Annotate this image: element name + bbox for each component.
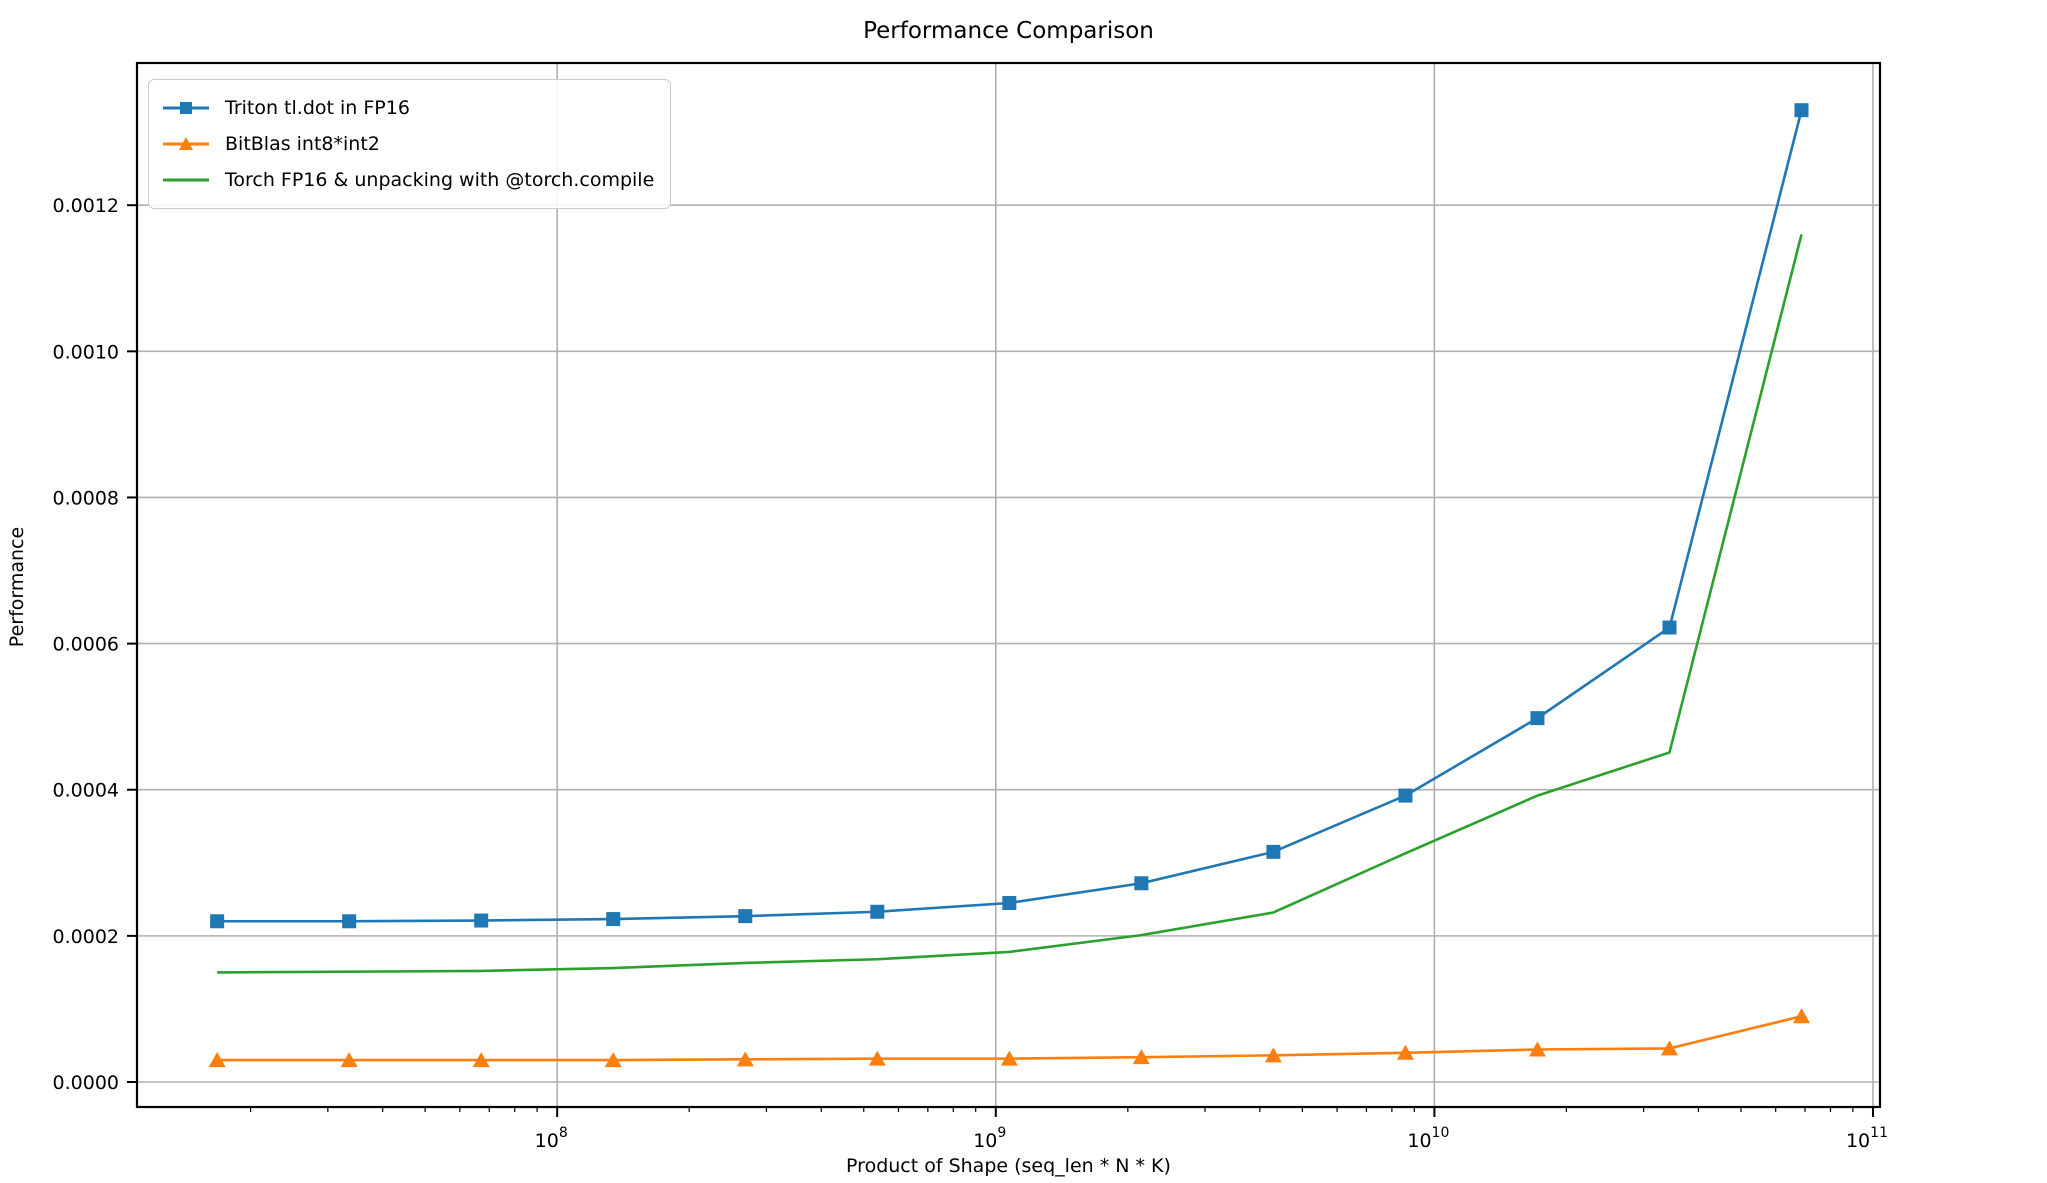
series-line-2 [217, 234, 1803, 974]
data-point-triangle [1396, 1044, 1414, 1060]
y-tick-label-0.0004: 0.0004 [53, 780, 119, 802]
data-point-triangle [1264, 1047, 1282, 1063]
data-point-triangle [208, 1052, 226, 1068]
legend-line-square-sample [163, 102, 209, 114]
data-point-triangle [472, 1052, 490, 1068]
plot-border [135, 61, 1882, 1109]
data-point-square [474, 913, 489, 928]
legend-label: Triton tl.dot in FP16 [225, 97, 410, 119]
data-point-triangle [1132, 1049, 1150, 1065]
data-point-square [1794, 103, 1809, 118]
data-point-triangle [1793, 1008, 1811, 1024]
x-tick-label-10e11: 1011 [1846, 1125, 1888, 1152]
series-line-0 [217, 109, 1803, 923]
chart-title: Performance Comparison [863, 18, 1154, 44]
data-point-square [870, 904, 885, 919]
data-point-triangle [1000, 1050, 1018, 1066]
x-tick-label-10e10: 1010 [1407, 1125, 1449, 1152]
data-point-triangle [1528, 1041, 1546, 1057]
legend: Triton tl.dot in FP16 BitBlas int8*int2 … [148, 79, 672, 209]
y-tick-label-0.0000: 0.0000 [53, 1072, 119, 1094]
data-point-square [1134, 876, 1149, 891]
data-point-square [210, 914, 225, 929]
y-axis-label: Performance [6, 526, 28, 648]
data-point-triangle [868, 1050, 886, 1066]
y-tick-label-0.0010: 0.0010 [53, 341, 119, 363]
data-point-triangle [604, 1052, 622, 1068]
x-tick-label-10e8: 108 [535, 1125, 568, 1152]
x-axis-label: Product of Shape (seq_len * N * K) [846, 1155, 1171, 1177]
legend-line-sample [163, 178, 209, 182]
y-tick-label-0.0002: 0.0002 [53, 926, 119, 948]
data-point-square [342, 914, 357, 929]
data-point-square [1266, 844, 1281, 859]
data-point-triangle [736, 1051, 754, 1067]
data-point-square [1530, 711, 1545, 726]
y-tick-label-0.0006: 0.0006 [53, 634, 119, 656]
y-tick-label-0.0008: 0.0008 [53, 487, 119, 509]
data-point-triangle [340, 1052, 358, 1068]
data-point-square [1002, 895, 1017, 910]
legend-label: Torch FP16 & unpacking with @torch.compi… [225, 169, 655, 191]
data-point-triangle [1660, 1040, 1678, 1056]
data-point-square [1662, 620, 1677, 635]
legend-entry-torch: Torch FP16 & unpacking with @torch.compi… [161, 162, 654, 198]
data-point-square [1398, 788, 1413, 803]
legend-entry-triton: Triton tl.dot in FP16 [161, 90, 654, 126]
legend-label: BitBlas int8*int2 [225, 133, 380, 155]
x-tick-label-10e9: 109 [973, 1125, 1006, 1152]
data-point-square [738, 909, 753, 924]
y-tick-label-0.0012: 0.0012 [53, 195, 119, 217]
legend-line-triangle-sample [163, 137, 209, 150]
legend-entry-bitblas: BitBlas int8*int2 [161, 126, 654, 162]
data-point-square [606, 912, 621, 927]
